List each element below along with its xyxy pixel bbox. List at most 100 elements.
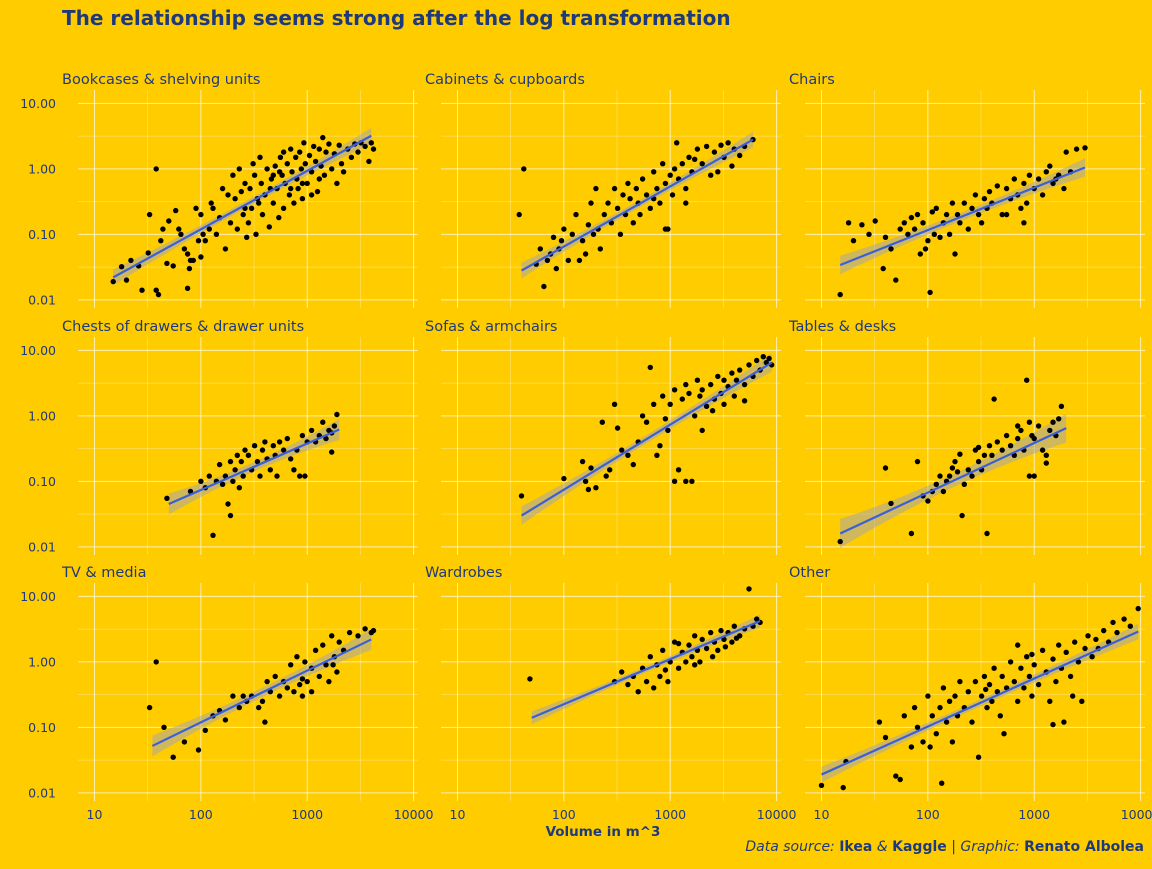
x-tick-label: 100 <box>189 807 213 822</box>
data-point <box>651 685 657 691</box>
data-point <box>1093 636 1099 643</box>
data-point <box>236 704 242 711</box>
data-point <box>161 724 167 730</box>
data-point <box>983 686 989 693</box>
data-point <box>291 689 297 695</box>
data-point <box>251 443 258 449</box>
data-point <box>234 226 240 232</box>
data-point <box>242 447 248 453</box>
data-point <box>969 719 975 725</box>
data-point <box>270 172 276 178</box>
data-point <box>952 251 958 257</box>
data-point <box>170 754 176 760</box>
data-point <box>184 251 191 257</box>
data-point <box>1110 619 1116 626</box>
facet-panel: Tables & desks <box>788 319 1145 555</box>
data-point <box>1029 693 1035 699</box>
data-point <box>671 478 678 484</box>
data-point <box>153 287 159 293</box>
data-point <box>675 467 682 473</box>
data-point <box>933 731 939 737</box>
data-point <box>952 693 958 699</box>
data-point <box>954 211 961 218</box>
data-point <box>933 481 939 487</box>
data-point <box>178 231 184 237</box>
data-point <box>994 183 1000 189</box>
data-point <box>579 458 586 465</box>
chart-title: The relationship seems strong after the … <box>62 6 731 30</box>
data-point <box>1039 647 1046 653</box>
caption-author: Renato Albolea <box>1024 839 1144 855</box>
data-point <box>620 192 626 198</box>
data-point <box>1050 656 1056 662</box>
data-point <box>593 485 599 491</box>
data-point <box>251 172 258 178</box>
data-point <box>617 231 624 237</box>
data-point <box>937 473 943 479</box>
data-point <box>262 719 268 725</box>
data-point <box>741 398 748 404</box>
data-point <box>679 161 685 167</box>
caption: Data source: Ikea & Kaggle | Graphic: Re… <box>745 839 1144 855</box>
data-point <box>110 278 116 285</box>
data-point <box>1039 447 1046 453</box>
data-point <box>989 452 995 458</box>
data-point <box>370 146 377 152</box>
data-point <box>667 401 673 407</box>
data-point <box>299 432 306 439</box>
data-point <box>348 154 355 160</box>
data-point <box>368 140 374 146</box>
data-point <box>999 211 1005 218</box>
data-point <box>731 393 737 399</box>
data-point <box>294 654 300 660</box>
data-point <box>694 377 701 383</box>
y-tick-label: 1.00 <box>28 408 56 423</box>
data-point <box>299 196 306 202</box>
data-point <box>657 443 663 449</box>
data-point <box>585 222 592 228</box>
data-point <box>582 478 589 484</box>
data-point <box>276 214 282 221</box>
data-point <box>299 693 306 699</box>
data-point <box>370 627 377 634</box>
data-point <box>158 238 164 244</box>
data-point <box>737 367 743 373</box>
data-point <box>230 478 236 484</box>
data-point <box>1063 649 1069 655</box>
data-point <box>304 180 310 187</box>
facet-panel: TV & media 0.01 0.10 1.00 10.00 10 100 1000 1000… <box>20 565 433 822</box>
y-tick-label: 1.00 <box>28 161 56 176</box>
data-point <box>256 704 262 711</box>
y-tick-label: 10.00 <box>20 96 56 111</box>
data-point <box>585 486 592 493</box>
data-point <box>272 163 278 169</box>
data-point <box>258 180 264 187</box>
facet-panel: Other 10 100 1000 10000 <box>789 565 1152 822</box>
data-point <box>888 500 894 507</box>
data-point <box>965 467 971 473</box>
data-point <box>965 689 971 695</box>
data-point <box>683 478 689 484</box>
data-point <box>160 226 166 232</box>
data-point <box>754 357 760 364</box>
data-point <box>181 246 188 252</box>
data-point <box>302 473 308 479</box>
data-point <box>946 698 953 704</box>
data-point <box>225 501 231 507</box>
data-point <box>291 467 297 473</box>
data-point <box>193 205 199 211</box>
data-point <box>984 530 990 537</box>
data-point <box>922 246 929 252</box>
data-point <box>662 226 669 232</box>
data-point <box>355 633 361 639</box>
data-point <box>920 739 926 745</box>
data-point <box>703 645 710 652</box>
x-axis-label: Volume in m^3 <box>546 824 661 840</box>
data-point <box>625 180 631 187</box>
data-point <box>569 231 575 237</box>
data-point <box>692 156 698 162</box>
data-point <box>1047 163 1053 169</box>
data-point <box>651 401 657 407</box>
data-point <box>550 234 557 240</box>
data-point <box>975 211 982 218</box>
